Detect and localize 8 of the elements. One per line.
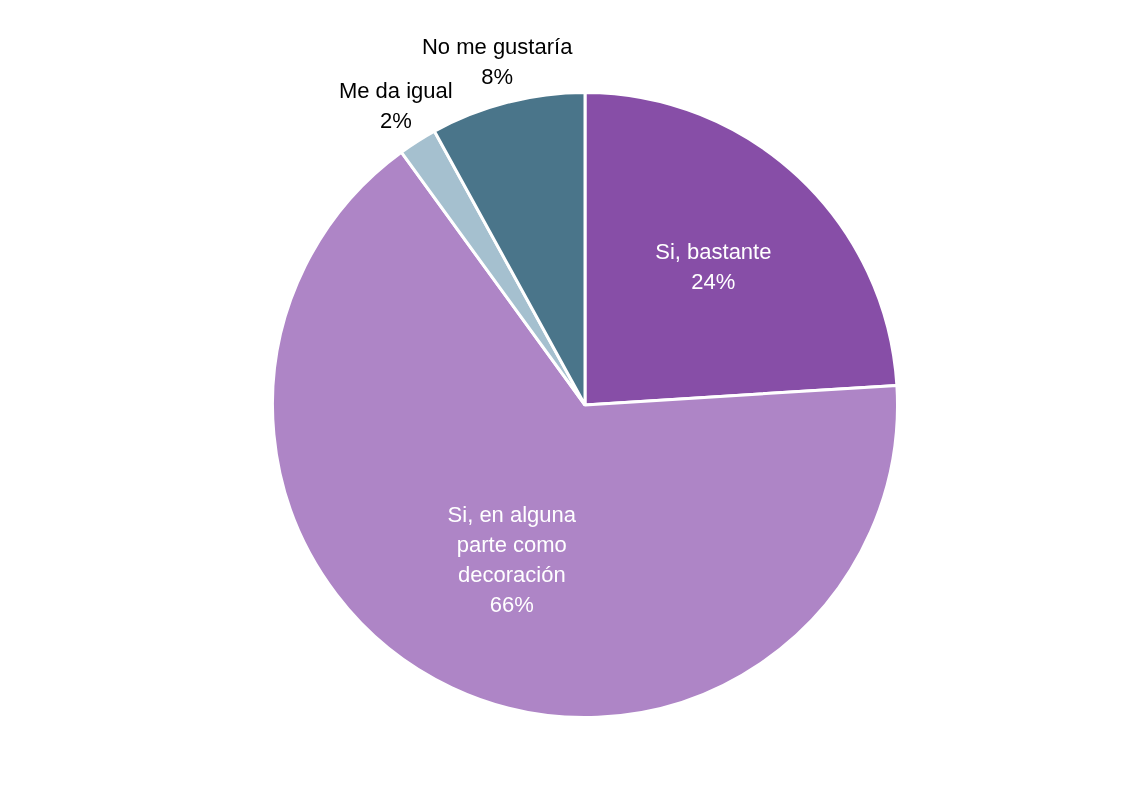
data-label: 2% bbox=[379, 107, 412, 133]
data-label: 8% bbox=[481, 64, 514, 90]
data-label: 24% bbox=[691, 269, 736, 295]
slice-label: Me da igual bbox=[338, 77, 453, 103]
slice-label: Si, en alguna parte como decoración bbox=[447, 501, 577, 587]
slice-label: No me gustaría bbox=[421, 34, 574, 60]
data-label: 66% bbox=[489, 591, 534, 617]
slice-label: Si, bastante bbox=[655, 239, 772, 265]
